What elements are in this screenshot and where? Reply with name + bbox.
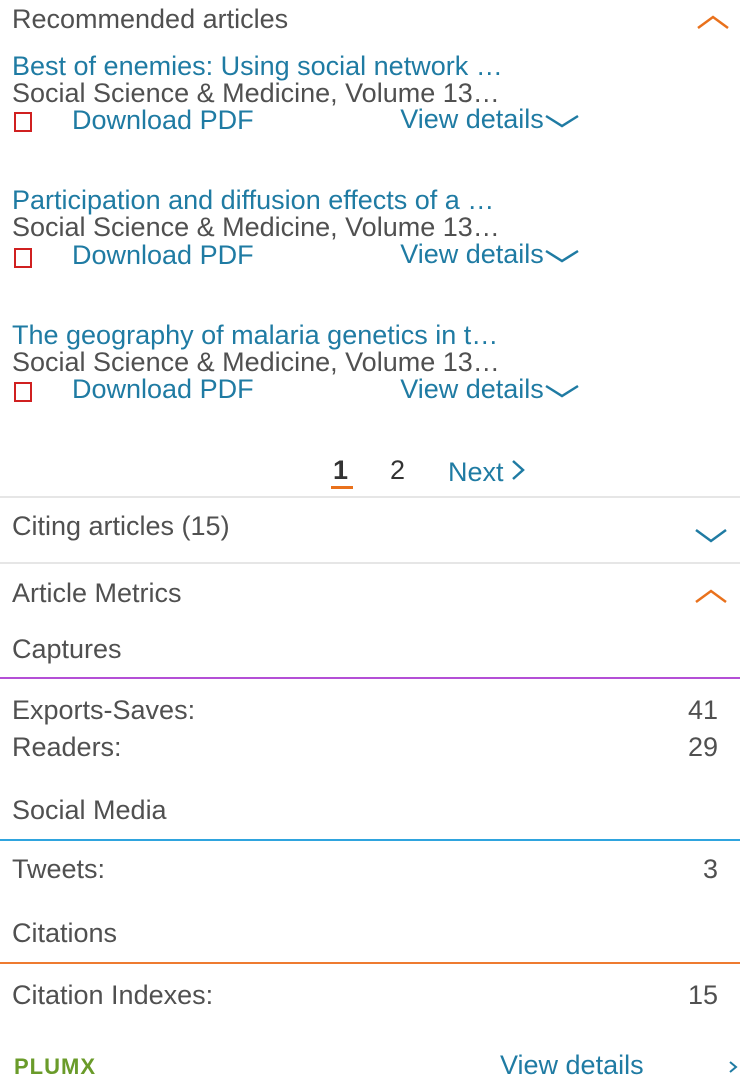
pdf-icon bbox=[14, 248, 32, 268]
metric-value: 3 bbox=[702, 854, 718, 884]
expand-icon[interactable] bbox=[544, 384, 580, 398]
pdf-icon bbox=[14, 382, 32, 402]
divider bbox=[0, 562, 740, 564]
next-icon[interactable] bbox=[511, 459, 525, 481]
group-title: Citations bbox=[12, 918, 118, 948]
metric-value: 15 bbox=[687, 980, 718, 1010]
view-details[interactable]: View details bbox=[500, 1050, 644, 1080]
download-pdf[interactable]: Download PDF bbox=[72, 374, 254, 404]
view-details[interactable]: View details bbox=[400, 374, 580, 405]
download-pdf[interactable]: Download PDF bbox=[72, 240, 254, 270]
next-text[interactable]: Next bbox=[448, 457, 504, 487]
group-rule bbox=[0, 839, 740, 841]
view-details-text[interactable]: View details bbox=[400, 374, 544, 404]
current-underline bbox=[331, 486, 353, 489]
pdf-icon bbox=[14, 112, 32, 132]
expand-icon[interactable] bbox=[544, 249, 580, 263]
expand-icon[interactable] bbox=[544, 114, 580, 128]
metric-label: Readers: bbox=[12, 732, 122, 762]
metric-label: Citation Indexes: bbox=[12, 980, 214, 1010]
metric-label: Tweets: bbox=[12, 854, 106, 884]
divider bbox=[0, 496, 740, 498]
expand-icon[interactable] bbox=[694, 528, 728, 544]
collapse-icon[interactable] bbox=[696, 14, 730, 30]
group-rule bbox=[0, 677, 740, 679]
view-details[interactable]: View details bbox=[400, 239, 580, 270]
view-details[interactable]: View details bbox=[400, 104, 580, 135]
page-link[interactable]: 2 bbox=[390, 455, 406, 485]
metric-value: 29 bbox=[687, 732, 718, 762]
section-title[interactable]: Citing articles (15) bbox=[12, 511, 230, 541]
page-current[interactable]: 1 bbox=[333, 455, 349, 485]
view-details-text[interactable]: View details bbox=[400, 239, 544, 269]
section-title[interactable]: Article Metrics bbox=[12, 578, 182, 608]
metric-label: Exports-Saves: bbox=[12, 695, 196, 725]
view-icon[interactable] bbox=[728, 1060, 738, 1074]
plumx-logo[interactable]: PLUMX bbox=[14, 1054, 96, 1079]
article-title[interactable]: Participation and diffusion effects of a… bbox=[12, 185, 495, 215]
group-rule bbox=[0, 962, 740, 964]
next-link[interactable]: Next bbox=[448, 457, 525, 487]
article-title[interactable]: The geography of malaria genetics in t… bbox=[12, 320, 499, 350]
group-title: Social Media bbox=[12, 795, 167, 825]
collapse-icon[interactable] bbox=[694, 588, 728, 604]
download-pdf[interactable]: Download PDF bbox=[72, 105, 254, 135]
article-journal: Social Science & Medicine, Volume 13… bbox=[12, 78, 500, 108]
article-journal: Social Science & Medicine, Volume 13… bbox=[12, 347, 500, 377]
view-details-text[interactable]: View details bbox=[400, 104, 544, 134]
group-title: Captures bbox=[12, 634, 122, 664]
article-journal: Social Science & Medicine, Volume 13… bbox=[12, 212, 500, 242]
article-title[interactable]: Best of enemies: Using social network … bbox=[12, 51, 503, 81]
section-title[interactable]: Recommended articles bbox=[12, 4, 289, 34]
metric-value: 41 bbox=[687, 695, 718, 725]
